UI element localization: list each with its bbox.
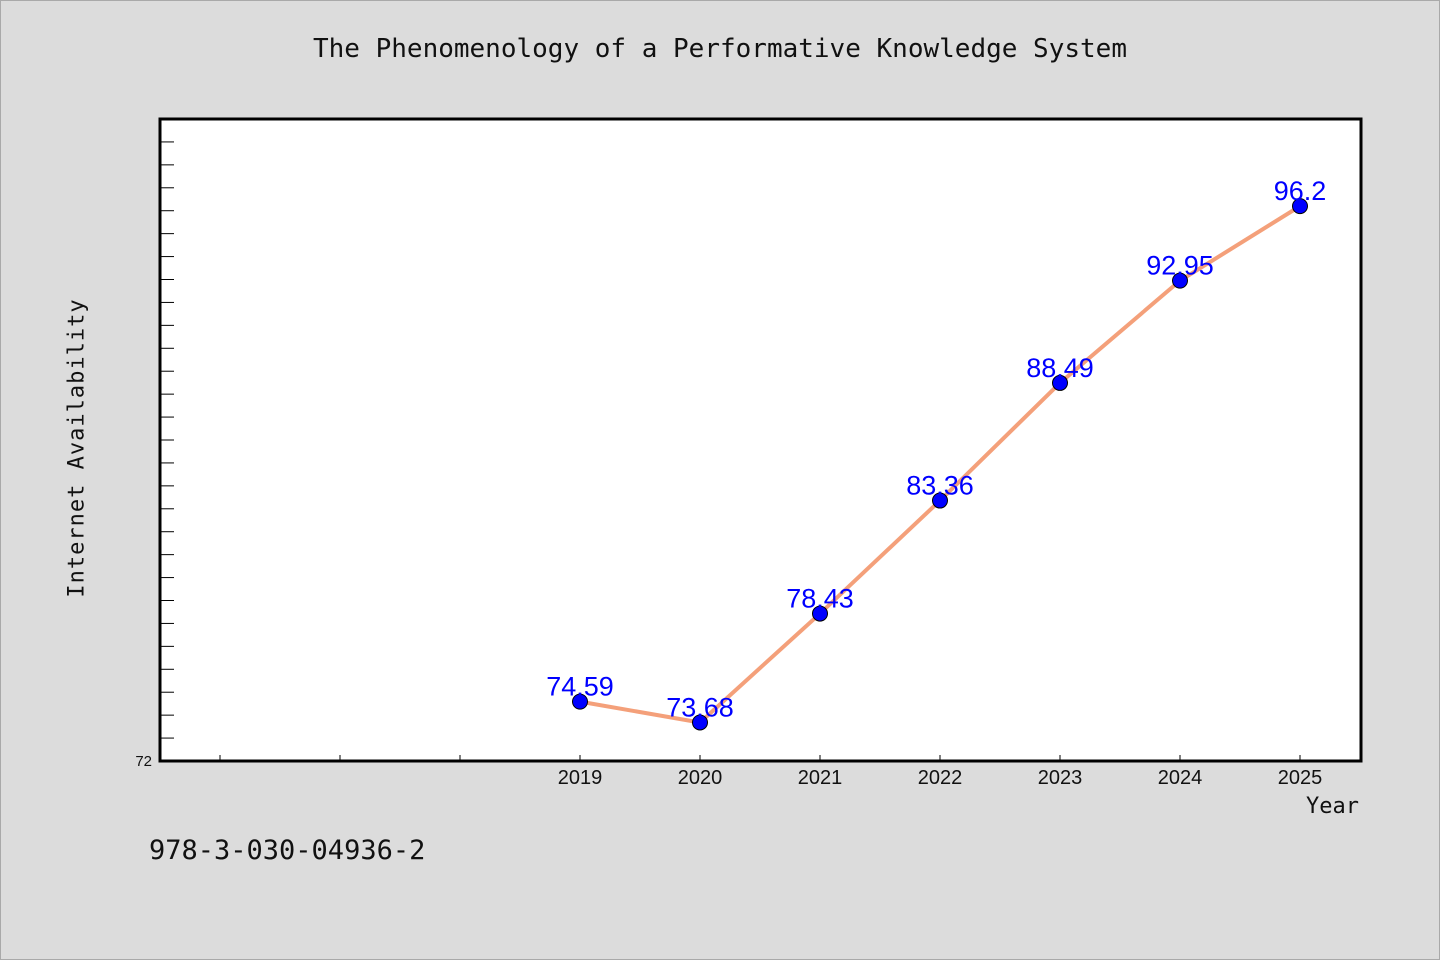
data-label: 78.43 [786, 584, 854, 614]
data-point [932, 492, 948, 509]
y-tick-label: 72 [135, 753, 152, 770]
x-tick-label: 2021 [798, 767, 843, 789]
x-tick-label: 2020 [678, 767, 723, 789]
data-label: 74.59 [546, 672, 614, 702]
x-tick-label: 2022 [918, 767, 963, 789]
data-point [1052, 374, 1068, 391]
data-label: 73.68 [666, 692, 734, 722]
data-label: 83.36 [906, 471, 974, 501]
data-point [572, 693, 588, 710]
plot-area [158, 117, 1363, 763]
data-point [1172, 272, 1188, 289]
x-axis-label: Year [1306, 794, 1359, 819]
x-tick-label: 2023 [1038, 767, 1083, 789]
chart-title: The Phenomenology of a Performative Know… [313, 34, 1127, 64]
isbn-note: 978-3-030-04936-2 [149, 835, 426, 866]
data-label: 96.2 [1274, 176, 1327, 206]
data-point [812, 605, 828, 622]
y-axis: 72 [135, 141, 174, 770]
data-point [692, 714, 708, 731]
data-label: 88.49 [1026, 353, 1094, 383]
data-label: 92.95 [1146, 251, 1214, 281]
data-point [1292, 198, 1308, 215]
x-tick-label: 2019 [558, 767, 603, 789]
series-layer: 74.59 73.68 78.43 83.36 88.49 92.95 96.2 [546, 176, 1327, 731]
x-axis: 2019 2020 2021 2022 2023 2024 2025 [219, 755, 1323, 789]
x-tick-label: 2024 [1158, 767, 1203, 789]
x-tick-label: 2025 [1278, 767, 1323, 789]
